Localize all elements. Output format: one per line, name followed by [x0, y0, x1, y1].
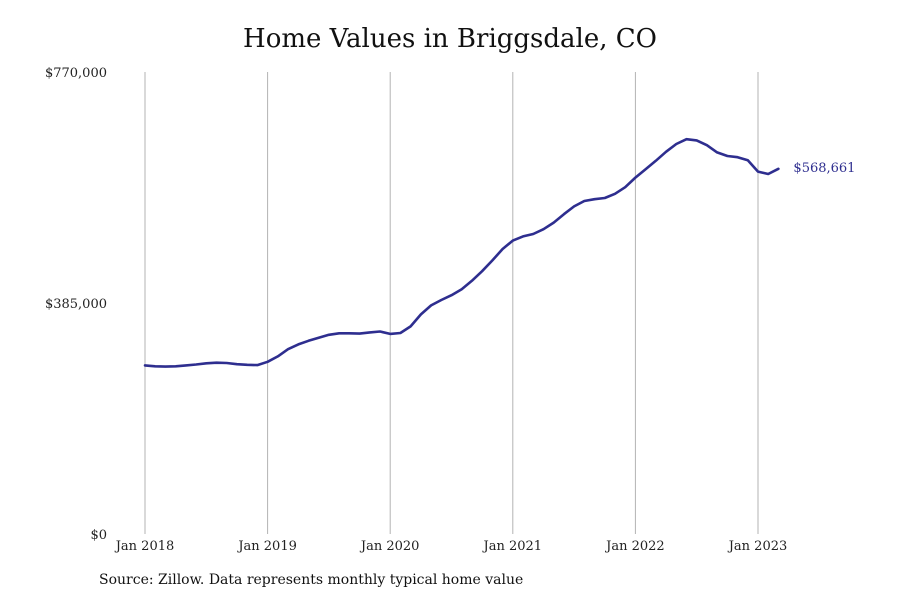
- chart-title: Home Values in Briggsdale, CO: [243, 24, 657, 54]
- y-tick-label: $385,000: [45, 297, 107, 312]
- source-note: Source: Zillow. Data represents monthly …: [99, 572, 524, 588]
- x-tick-label: Jan 2019: [236, 539, 297, 554]
- x-tick-label: Jan 2023: [727, 539, 788, 554]
- x-tick-label: Jan 2018: [114, 539, 175, 554]
- y-axis-ticks: $0 $385,000 $770,000: [45, 66, 107, 543]
- grid-layer: [144, 72, 759, 534]
- end-value-label: $568,661: [793, 161, 855, 176]
- x-tick-label: Jan 2020: [359, 539, 420, 554]
- x-tick-label: Jan 2021: [482, 539, 543, 554]
- y-tick-label: $0: [90, 528, 107, 543]
- y-tick-label: $770,000: [45, 66, 107, 81]
- series-line: [143, 137, 780, 368]
- series-layer: $568,661: [143, 137, 855, 368]
- x-axis-ticks: Jan 2018 Jan 2019 Jan 2020 Jan 2021 Jan 2022…: [114, 539, 788, 554]
- x-tick-label: Jan 2022: [604, 539, 665, 554]
